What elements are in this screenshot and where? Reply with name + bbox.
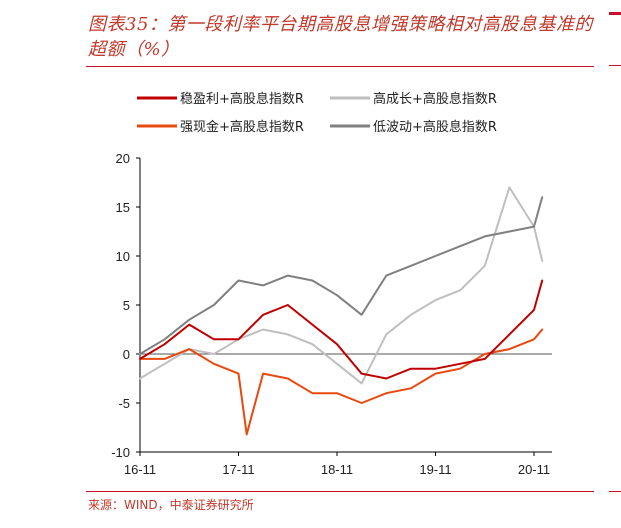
edge-accent-bottom [609,491,621,492]
y-tick-label: 0 [123,347,130,362]
legend: 稳盈利+高股息指数R 高成长+高股息指数R 强现金+高股息指数R 低波动+高股息指数R [137,91,497,135]
x-tick-label: 18-11 [321,462,353,477]
x-tick-label: 16-11 [124,462,156,477]
series-line-0 [139,279,544,380]
axes: 20 15 10 5 0 -5 -10 16-11 17-11 18-11 19-11 20-11 [111,151,552,477]
title-divider [86,66,594,67]
legend-label-3: 低波动+高股息指数R [373,119,497,135]
series-line-1 [139,186,544,385]
legend-label-1: 高成长+高股息指数R [373,91,497,107]
x-tick-label: 19-11 [419,462,451,477]
y-tick-label: 15 [116,200,130,215]
legend-label-2: 强现金+高股息指数R [180,119,304,135]
y-tick-label: -10 [111,445,130,460]
source-note: 来源：WIND，中泰证券研究所 [88,498,254,512]
legend-label-0: 稳盈利+高股息指数R [180,91,304,107]
y-tick-label: 10 [116,249,130,264]
y-tick-label: 20 [116,151,130,166]
source-divider [86,491,594,492]
x-tick-label: 17-11 [222,462,254,477]
edge-accent [609,12,621,15]
figure-title: 图表35：第一段利率平台期高股息增强策略相对高股息基准的超额（%） [88,14,593,60]
series-line-3 [139,196,544,355]
series-line-2 [139,328,544,436]
y-tick-label: -5 [118,396,130,411]
x-tick-label: 20-11 [518,462,550,477]
edge-accent-rule [609,65,621,66]
y-tick-label: 5 [123,298,130,313]
series-lines [139,186,544,436]
